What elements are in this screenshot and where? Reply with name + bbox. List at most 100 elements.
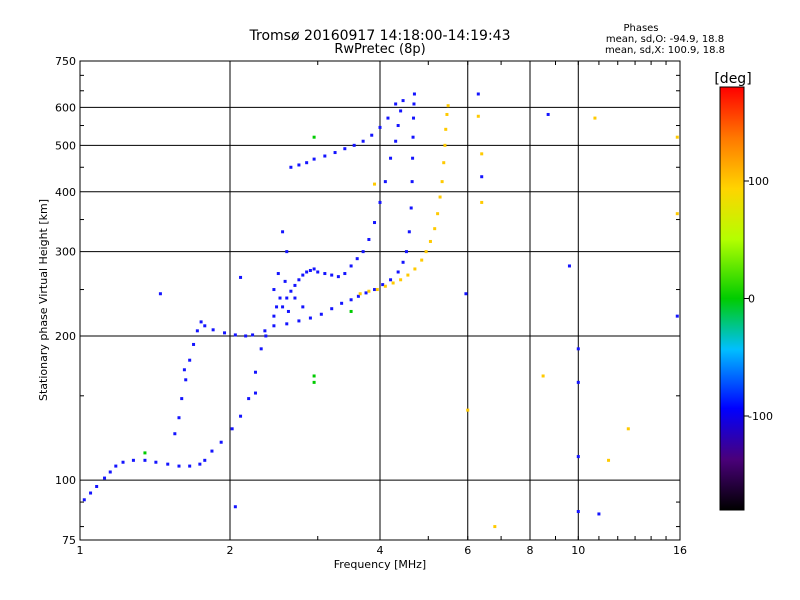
data-point-X: [675, 135, 679, 139]
data-point-O: [154, 460, 158, 464]
colorbar: [719, 86, 745, 511]
data-point-O: [108, 470, 112, 474]
y-tick-label: 100: [55, 474, 76, 487]
data-point-O: [301, 305, 305, 309]
data-point-O: [177, 464, 181, 468]
y-tick-label: 400: [55, 186, 76, 199]
data-point-O: [276, 272, 280, 276]
data-point-O: [597, 512, 601, 516]
data-point-O: [316, 270, 320, 274]
data-point-X: [436, 212, 440, 216]
data-point-O: [412, 116, 416, 120]
data-point-O: [166, 462, 170, 466]
data-point-O: [103, 476, 107, 480]
data-point-O: [180, 397, 184, 401]
data-point-O: [223, 331, 227, 335]
data-point-O: [272, 288, 276, 292]
data-point-O: [289, 289, 293, 293]
info-line-x: mean, sd,X: 100.9, 18.8: [605, 45, 725, 56]
data-point-other: [312, 374, 316, 378]
data-point-O: [297, 319, 301, 323]
data-point-O: [188, 464, 192, 468]
colorbar-ticks: 100 0 -100: [744, 175, 773, 423]
data-point-O: [367, 237, 371, 241]
data-point-X: [440, 180, 444, 184]
data-point-O: [567, 264, 571, 268]
data-point-O: [143, 458, 147, 462]
data-point-O: [383, 180, 387, 184]
data-point-O: [305, 270, 309, 274]
data-point-O: [297, 278, 301, 282]
data-point-O: [576, 510, 580, 514]
y-axis-label: Stationary phase Virtual Height [km]: [37, 199, 50, 401]
data-point-X: [593, 116, 597, 120]
axis-ticks: 1 2 4 6 8 10 16 75 100 200 300 400 500 600 750: [55, 55, 687, 557]
chart-subtitle: RwPretec (8p): [334, 42, 425, 57]
x-tick-label: 16: [673, 544, 687, 557]
data-point-O: [203, 458, 207, 462]
data-point-O: [401, 260, 405, 264]
data-point-O: [411, 135, 415, 139]
data-point-O: [370, 133, 374, 137]
data-point-O: [230, 427, 234, 431]
data-point-X: [626, 427, 630, 431]
data-point-X: [480, 200, 484, 204]
chart-title: Tromsø 20160917 14:18:00-14:19:43: [249, 28, 511, 44]
data-point-X: [399, 278, 403, 282]
data-point-X: [446, 104, 450, 108]
data-point-X: [406, 273, 410, 277]
data-point-O: [198, 462, 202, 466]
data-point-O: [184, 378, 188, 382]
data-point-O: [389, 156, 393, 160]
data-point-O: [396, 270, 400, 274]
x-tick-label: 6: [464, 544, 471, 557]
data-point-O: [253, 391, 257, 395]
data-point-O: [247, 397, 251, 401]
data-point-O: [401, 99, 405, 103]
data-point-O: [343, 147, 347, 151]
info-title: Phases: [623, 23, 658, 34]
data-point-O: [361, 139, 365, 143]
data-point-O: [330, 307, 334, 311]
colorbar-tick-label: -100: [748, 410, 773, 423]
data-point-O: [89, 491, 93, 495]
data-point-O: [239, 275, 243, 279]
data-point-O: [330, 273, 334, 277]
data-point-O: [286, 309, 290, 313]
data-point-O: [576, 380, 580, 384]
data-point-O: [285, 296, 289, 300]
data-point-O: [340, 301, 344, 305]
data-point-O: [404, 250, 408, 254]
data-point-O: [349, 264, 353, 268]
data-point-other: [312, 135, 316, 139]
data-point-X: [480, 152, 484, 156]
data-point-O: [192, 342, 196, 346]
data-point-O: [356, 294, 360, 298]
data-point-O: [386, 116, 390, 120]
data-point-other: [143, 451, 147, 455]
colorbar-tick-label: 0: [748, 293, 755, 306]
data-point-O: [336, 275, 340, 279]
data-point-O: [373, 288, 377, 292]
data-point-O: [239, 414, 243, 418]
y-tick-label: 200: [55, 330, 76, 343]
data-point-O: [476, 92, 480, 96]
data-point-O: [378, 200, 382, 204]
data-point-O: [272, 324, 276, 328]
data-point-O: [576, 347, 580, 351]
data-point-O: [278, 296, 282, 300]
data-point-other: [349, 309, 353, 313]
data-point-O: [253, 370, 257, 374]
data-point-X: [493, 525, 497, 529]
data-point-O: [343, 272, 347, 276]
data-point-O: [293, 296, 297, 300]
data-point-O: [121, 460, 125, 464]
data-point-O: [373, 221, 377, 225]
data-point-O: [82, 498, 86, 502]
data-point-O: [114, 464, 118, 468]
data-point-O: [464, 292, 468, 296]
data-point-O: [399, 109, 403, 113]
data-point-X: [358, 292, 362, 296]
data-point-X: [375, 288, 379, 292]
data-point-X: [607, 458, 611, 462]
